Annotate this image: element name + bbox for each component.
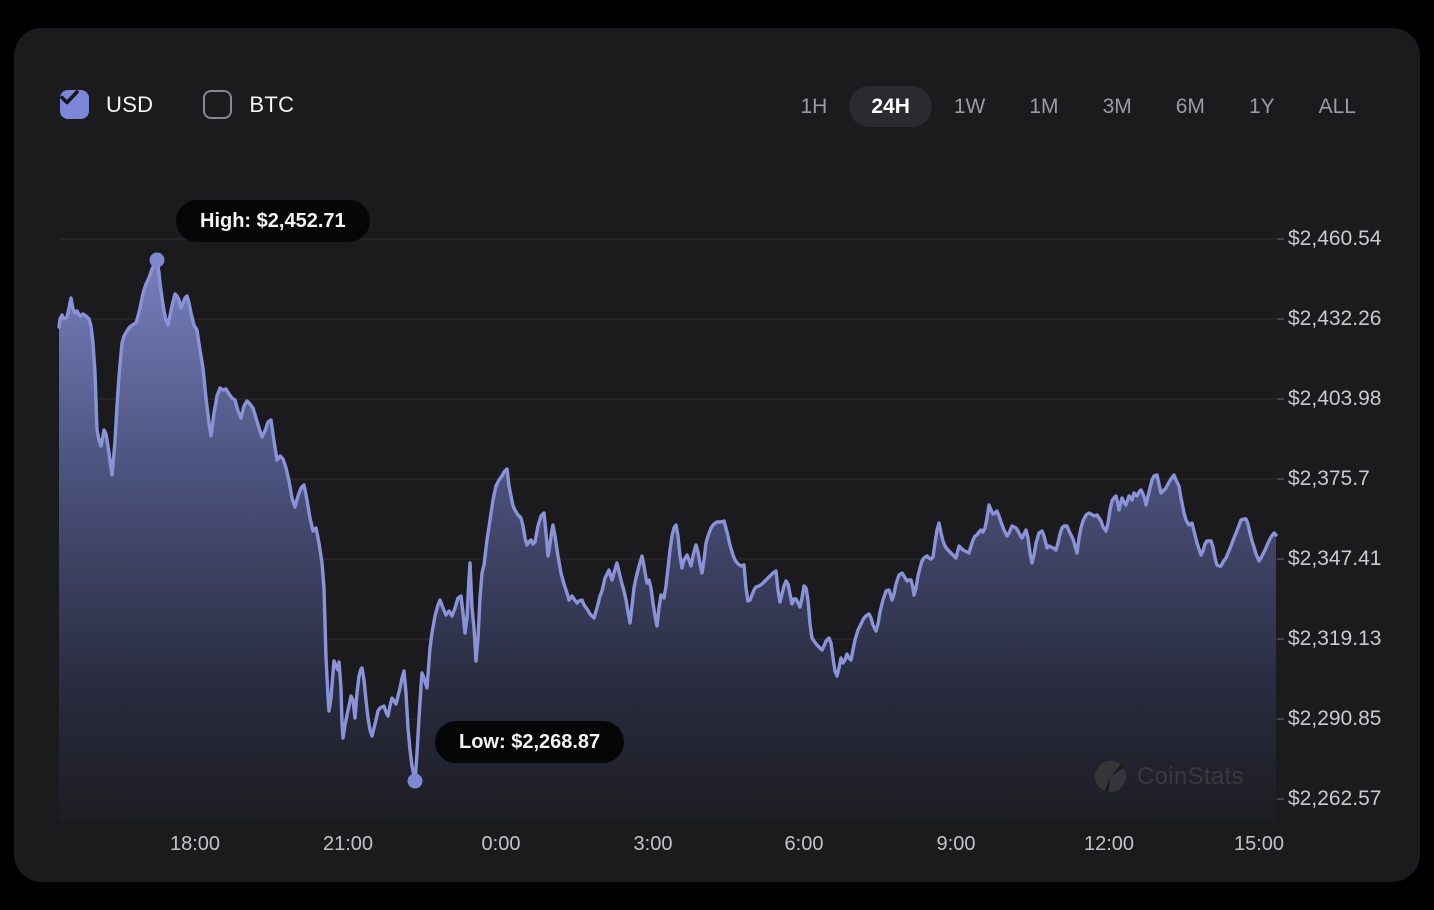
x-axis-label: 3:00 bbox=[633, 833, 673, 855]
currency-toggle-label: USD bbox=[106, 91, 154, 117]
x-axis-label: 18:00 bbox=[169, 833, 221, 855]
range-tab-1w[interactable]: 1W bbox=[932, 86, 1008, 127]
high-price-badge: High: $2,452.71 bbox=[176, 200, 370, 242]
y-axis-label: $2,375.7 bbox=[1288, 467, 1370, 490]
y-axis-label: $2,319.13 bbox=[1288, 627, 1382, 650]
low-price-badge: Low: $2,268.87 bbox=[435, 721, 625, 763]
y-axis-label: $2,262.57 bbox=[1288, 787, 1382, 810]
range-tab-6m[interactable]: 6M bbox=[1154, 86, 1227, 127]
y-axis-label: $2,432.26 bbox=[1288, 307, 1382, 330]
currency-toggle-usd[interactable]: USD bbox=[60, 90, 153, 119]
currency-toggle-btc[interactable]: BTC bbox=[203, 90, 294, 119]
high-point-dot bbox=[149, 252, 165, 268]
price-area-chart-svg bbox=[57, 238, 1284, 821]
currency-toggle-label: BTC bbox=[249, 91, 295, 117]
range-selector: 1H 24H 1W 1M 3M 6M 1Y ALL bbox=[778, 86, 1378, 127]
x-axis-label: 12:00 bbox=[1083, 833, 1135, 855]
unchecked-checkbox-icon[interactable] bbox=[203, 90, 233, 119]
range-tab-1h[interactable]: 1H bbox=[778, 86, 849, 127]
price-line bbox=[57, 258, 1278, 783]
x-axis-label: 15:00 bbox=[1233, 833, 1285, 855]
high-price-label: High: $2,452.71 bbox=[200, 210, 346, 232]
low-price-label: Low: $2,268.87 bbox=[459, 731, 601, 753]
x-axis-label: 0:00 bbox=[481, 833, 521, 855]
low-point-dot bbox=[407, 773, 423, 789]
y-axis-label: $2,460.54 bbox=[1288, 227, 1382, 250]
range-tab-1m[interactable]: 1M bbox=[1007, 86, 1080, 127]
x-axis-label: 6:00 bbox=[784, 833, 824, 855]
price-area-fill bbox=[59, 260, 1276, 821]
range-tab-all[interactable]: ALL bbox=[1297, 86, 1378, 127]
currency-toggle-group: USD BTC bbox=[60, 90, 294, 119]
chart-card: USD BTC 1H 24H 1W 1M 3M 6M 1Y ALL $2,460.54 $2,43… bbox=[14, 28, 1420, 882]
x-axis-label: 21:00 bbox=[322, 833, 374, 855]
x-axis-label: 9:00 bbox=[936, 833, 976, 855]
range-tab-1y[interactable]: 1Y bbox=[1227, 86, 1297, 127]
range-tab-3m[interactable]: 3M bbox=[1081, 86, 1154, 127]
y-axis-label: $2,403.98 bbox=[1288, 387, 1382, 410]
price-chart[interactable]: $2,460.54 $2,432.26 $2,403.98 $2,375.7 $2,34… bbox=[14, 28, 1420, 882]
y-axis-label: $2,347.41 bbox=[1288, 547, 1382, 570]
checked-checkbox-icon[interactable] bbox=[60, 90, 89, 119]
range-tab-24h[interactable]: 24H bbox=[849, 86, 932, 127]
y-axis-label: $2,290.85 bbox=[1288, 707, 1382, 730]
